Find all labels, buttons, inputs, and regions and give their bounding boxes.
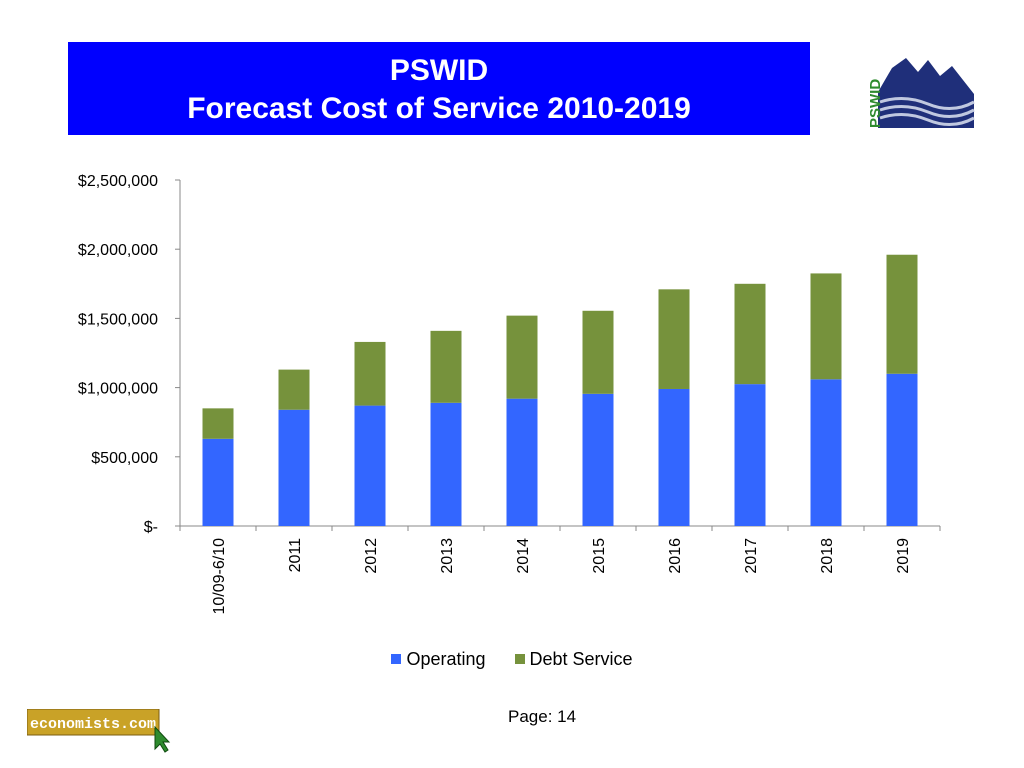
bar-debt-service xyxy=(278,369,310,410)
bar-operating xyxy=(886,373,918,526)
title-line-2: Forecast Cost of Service 2010-2019 xyxy=(187,92,691,125)
y-tick-label: $1,500,000 xyxy=(78,311,158,328)
y-tick-label: $500,000 xyxy=(91,450,158,467)
stacked-bar-chart: $- $500,000 $1,000,000 $1,500,000 $2,000,000… xyxy=(78,173,941,615)
legend-swatch-operating xyxy=(391,654,402,664)
y-tick-label: $1,000,000 xyxy=(78,381,158,398)
bar-debt-service xyxy=(886,254,918,374)
legend-item-debt-service: Debt Service xyxy=(514,648,633,670)
logo-mountains xyxy=(878,58,974,128)
bar-operating xyxy=(658,388,690,526)
x-tick-label: 2017 xyxy=(743,538,760,574)
economists-logo-box xyxy=(27,709,160,736)
bar-operating xyxy=(582,393,614,526)
bar-operating xyxy=(202,438,234,526)
economists-logo: economists.com xyxy=(27,709,171,753)
bar-debt-service xyxy=(506,315,538,399)
x-tick-label: 10/09-6/10 xyxy=(211,538,228,615)
x-tick-label: 2019 xyxy=(895,538,912,574)
bar-debt-service xyxy=(430,330,462,403)
bar-operating xyxy=(354,405,386,526)
bar-operating xyxy=(278,409,310,526)
x-tick-label: 2016 xyxy=(667,538,684,574)
cursor-arrow-icon xyxy=(154,725,171,753)
y-tick-label: $2,500,000 xyxy=(78,173,158,190)
y-tick-label: $- xyxy=(144,519,158,536)
x-tick-label: 2011 xyxy=(287,538,304,573)
bar-debt-service xyxy=(202,408,234,439)
bar-debt-service xyxy=(810,273,842,380)
bar-debt-service xyxy=(658,289,690,389)
legend-item-operating: Operating xyxy=(391,648,486,670)
y-tick-label: $2,000,000 xyxy=(78,242,158,259)
x-tick-label: 2012 xyxy=(363,538,380,574)
bar-debt-service xyxy=(354,341,386,406)
pswid-logo: PSWID xyxy=(867,58,975,128)
logo-water-wave-1 xyxy=(879,97,975,110)
bar-debt-service xyxy=(582,310,614,394)
legend-label-debt-service: Debt Service xyxy=(529,648,633,669)
economists-logo-text: economists.com xyxy=(30,716,156,733)
logo-water-wave-3 xyxy=(879,113,975,126)
x-tick-label: 2014 xyxy=(515,538,532,574)
bar-operating xyxy=(734,384,766,526)
legend-swatch-debt-service xyxy=(514,654,525,664)
x-tick-label: 2018 xyxy=(819,538,836,574)
page-number: Page: 14 xyxy=(508,707,577,726)
logo-water-wave-2 xyxy=(879,105,975,118)
title-line-1: PSWID xyxy=(389,54,489,87)
bar-debt-service xyxy=(734,283,766,385)
x-tick-label: 2015 xyxy=(591,538,608,574)
legend-label-operating: Operating xyxy=(406,648,486,669)
bar-operating xyxy=(810,379,842,526)
logo-text: PSWID xyxy=(867,79,884,128)
bar-operating xyxy=(506,398,538,526)
title-banner: PSWID Forecast Cost of Service 2010-2019 xyxy=(68,42,810,135)
x-tick-label: 2013 xyxy=(439,538,456,574)
chart-legend: Operating Debt Service xyxy=(0,648,1024,670)
bar-operating xyxy=(430,402,462,526)
